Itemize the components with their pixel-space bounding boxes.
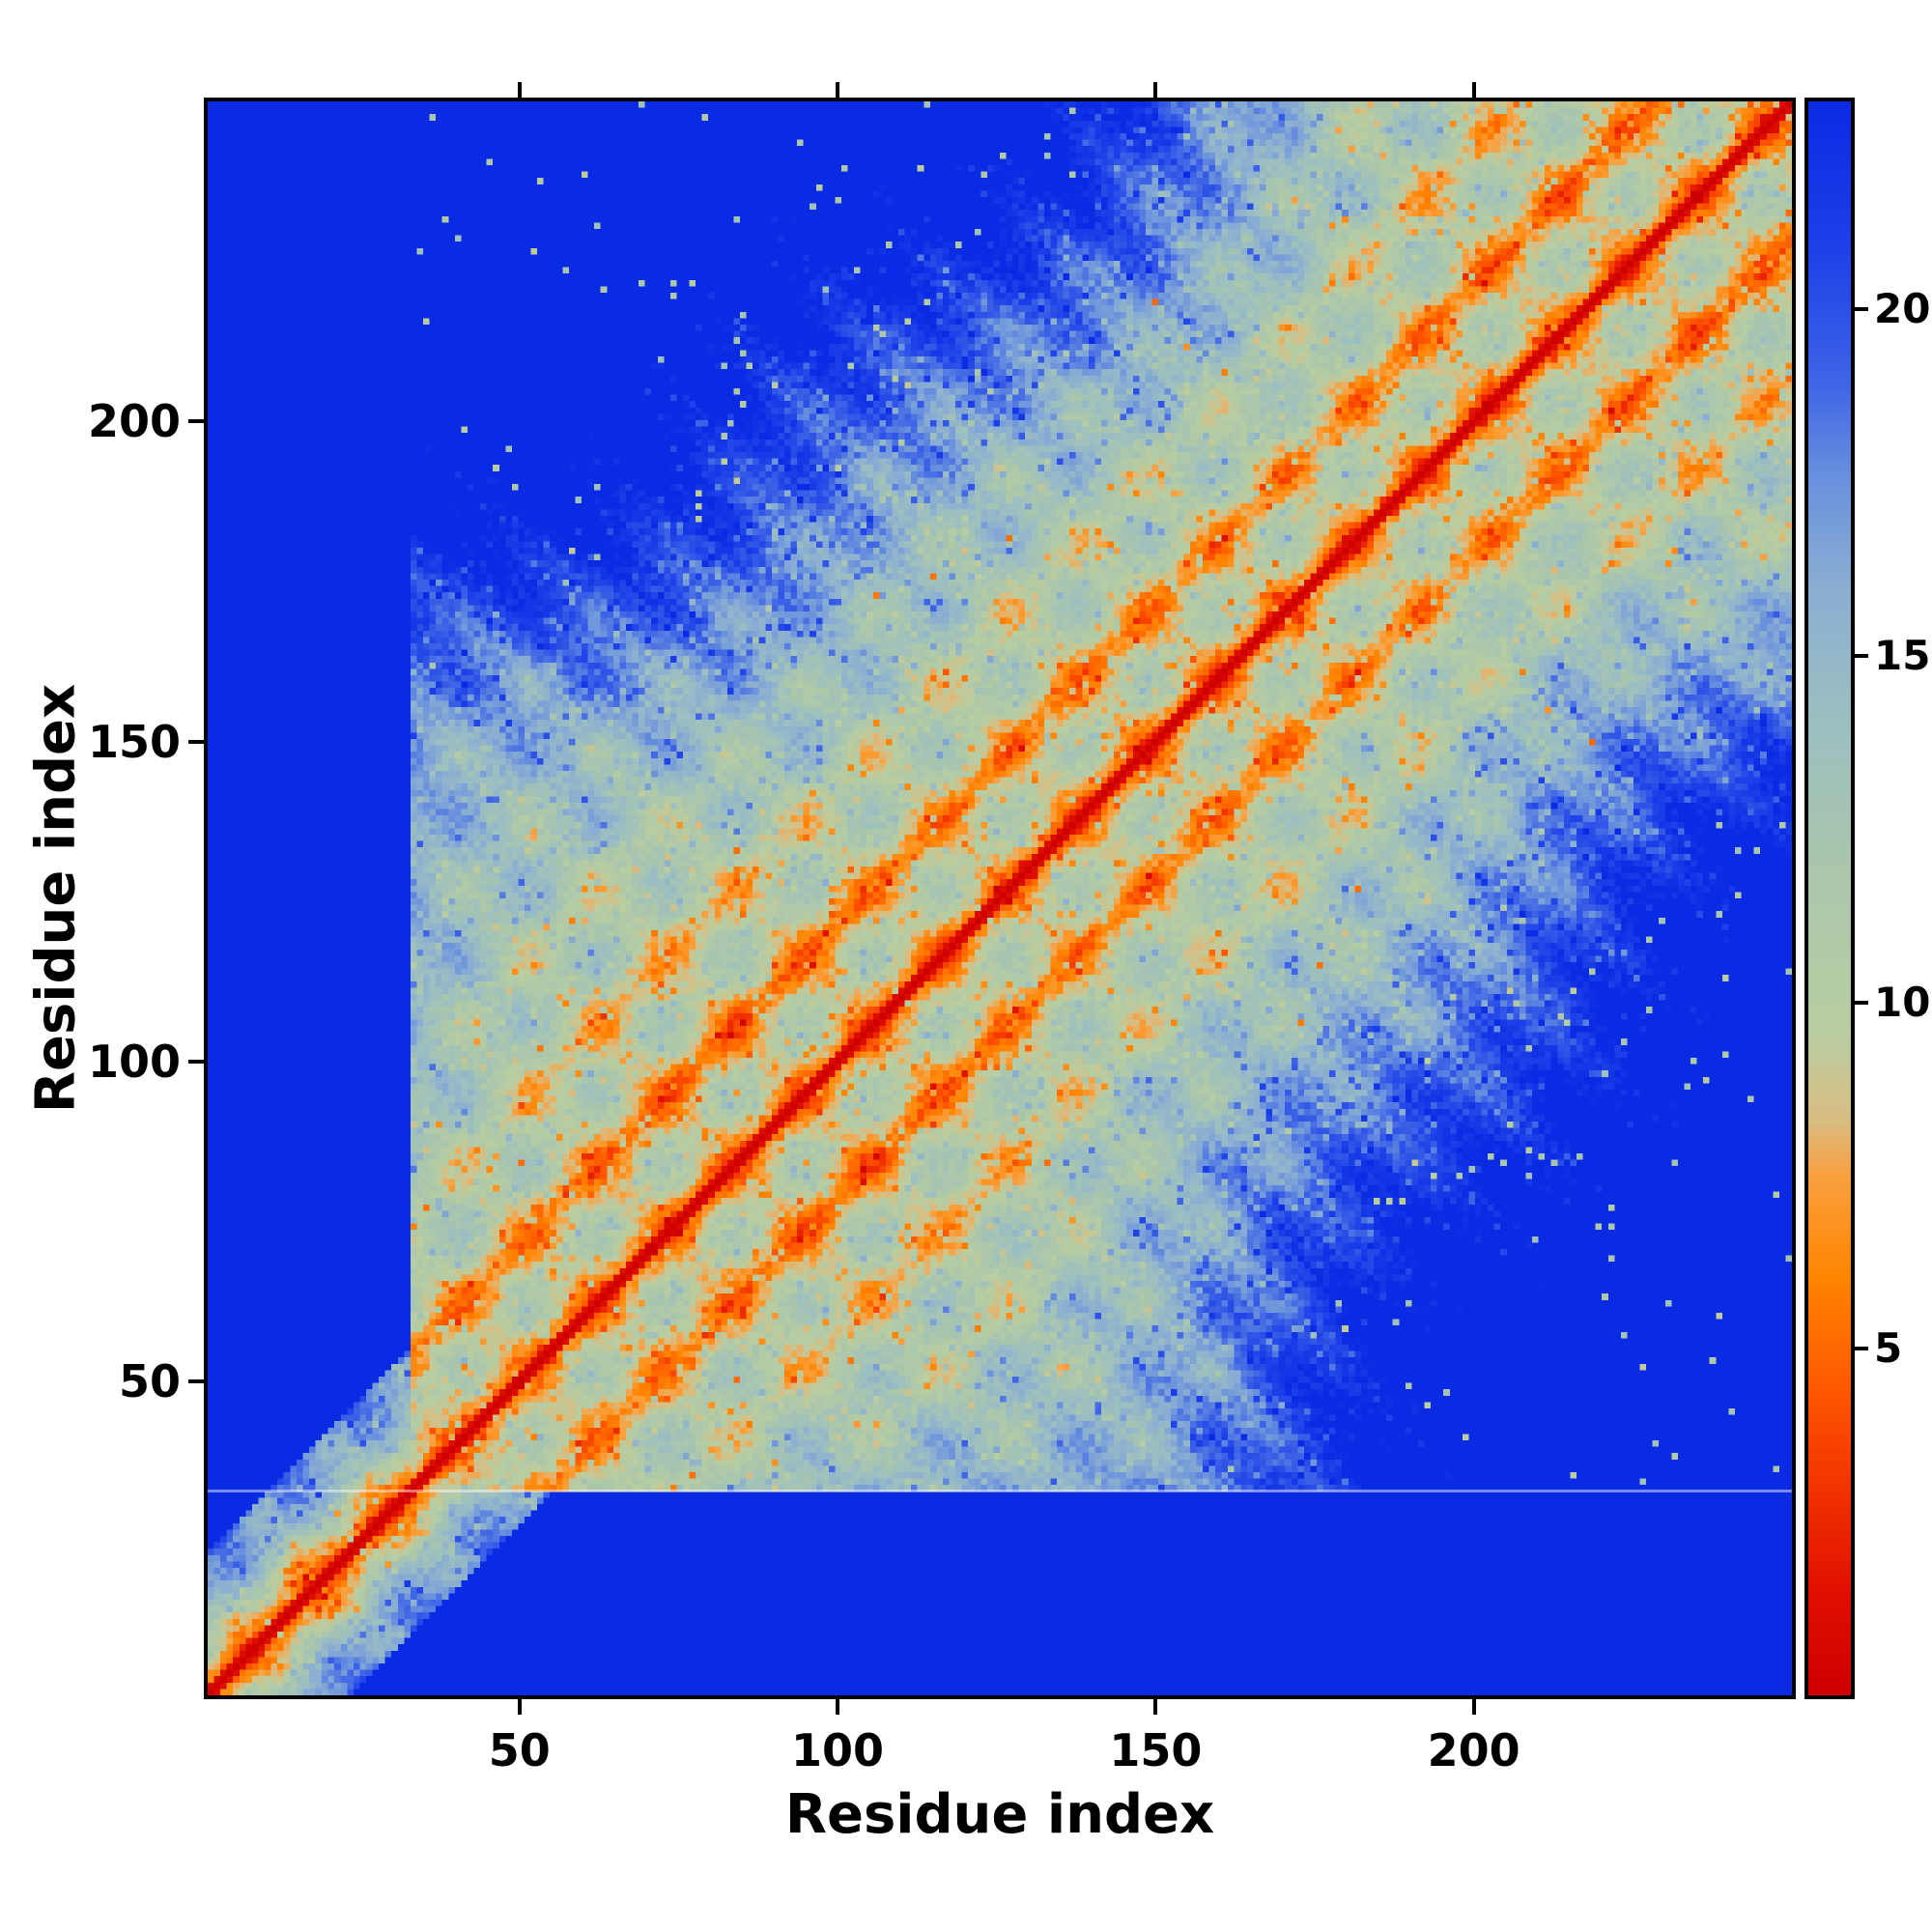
heatmap-canvas — [208, 101, 1792, 1695]
y-tick-label: 100 — [87, 1035, 181, 1088]
y-tick-label: 150 — [87, 715, 181, 768]
y-tick-label: 200 — [87, 395, 181, 448]
x-tick-mark-bottom — [517, 1699, 522, 1715]
x-tick-mark-top — [836, 82, 840, 98]
colorbar-tick-label: 15 — [1874, 631, 1931, 679]
colorbar-tick-mark — [1855, 653, 1868, 658]
x-tick-mark-bottom — [836, 1699, 840, 1715]
x-axis-label: Residue index — [784, 1783, 1215, 1846]
colorbar — [1808, 101, 1851, 1695]
colorbar-tick-mark — [1855, 307, 1868, 312]
x-tick-label: 150 — [1109, 1724, 1203, 1776]
y-tick-mark-left — [188, 1379, 204, 1384]
x-tick-mark-top — [1471, 82, 1476, 98]
x-tick-label: 100 — [791, 1724, 885, 1776]
x-tick-mark-bottom — [1471, 1699, 1476, 1715]
x-tick-label: 200 — [1427, 1724, 1520, 1776]
colorbar-tick-label: 10 — [1874, 978, 1931, 1026]
colorbar-tick-mark — [1855, 1000, 1868, 1005]
y-tick-mark-left — [188, 419, 204, 424]
x-tick-mark-bottom — [1153, 1699, 1158, 1715]
x-tick-label: 50 — [488, 1724, 551, 1776]
colorbar-tick-mark — [1855, 1347, 1868, 1351]
colorbar-tick-label: 20 — [1874, 285, 1931, 333]
y-axis-label: Residue index — [24, 683, 88, 1114]
y-tick-mark-left — [188, 1059, 204, 1064]
y-tick-mark-left — [188, 739, 204, 744]
x-tick-mark-top — [517, 82, 522, 98]
colorbar-tick-label: 5 — [1874, 1324, 1903, 1373]
y-tick-label: 50 — [118, 1355, 181, 1408]
x-tick-mark-top — [1153, 82, 1158, 98]
